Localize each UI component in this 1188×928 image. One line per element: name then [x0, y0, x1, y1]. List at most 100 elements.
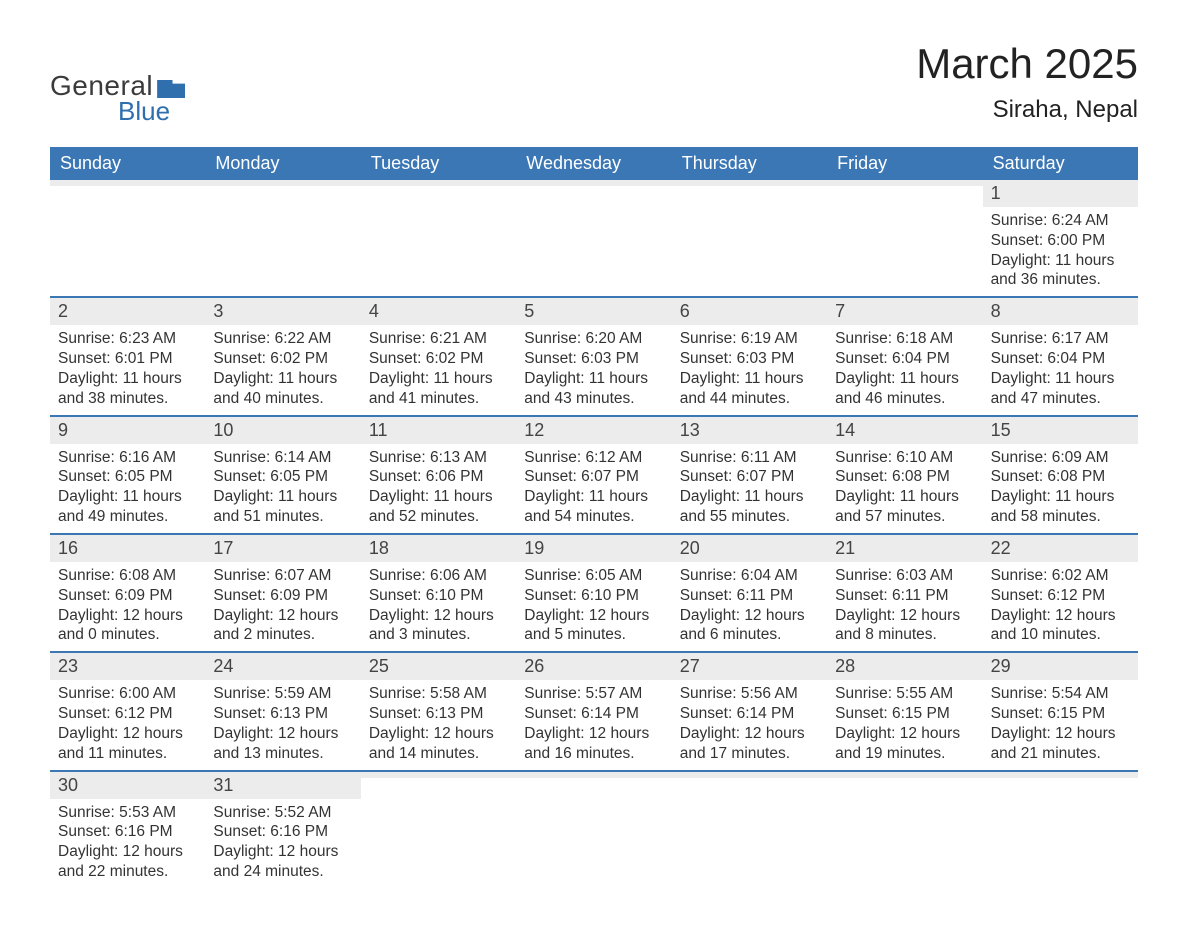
- sunrise-text: Sunrise: 6:13 AM: [369, 448, 508, 468]
- daylight-text: Daylight: 12 hours and 17 minutes.: [680, 724, 819, 764]
- daylight-text: Daylight: 12 hours and 6 minutes.: [680, 606, 819, 646]
- cell-body: [516, 186, 671, 266]
- day-number: 23: [50, 653, 205, 680]
- daylight-text: Daylight: 12 hours and 13 minutes.: [213, 724, 352, 764]
- day-number: 15: [983, 417, 1138, 444]
- sunrise-text: Sunrise: 6:05 AM: [524, 566, 663, 586]
- calendar-cell: 1Sunrise: 6:24 AMSunset: 6:00 PMDaylight…: [983, 180, 1138, 296]
- sunset-text: Sunset: 6:06 PM: [369, 467, 508, 487]
- daylight-text: Daylight: 11 hours and 55 minutes.: [680, 487, 819, 527]
- sunset-text: Sunset: 6:13 PM: [369, 704, 508, 724]
- daylight-text: Daylight: 11 hours and 43 minutes.: [524, 369, 663, 409]
- sunset-text: Sunset: 6:02 PM: [213, 349, 352, 369]
- cell-body: Sunrise: 6:18 AMSunset: 6:04 PMDaylight:…: [827, 325, 982, 414]
- cell-body: Sunrise: 6:19 AMSunset: 6:03 PMDaylight:…: [672, 325, 827, 414]
- calendar-cell: 25Sunrise: 5:58 AMSunset: 6:13 PMDayligh…: [361, 653, 516, 769]
- sunrise-text: Sunrise: 6:06 AM: [369, 566, 508, 586]
- daylight-text: Daylight: 12 hours and 21 minutes.: [991, 724, 1130, 764]
- daylight-text: Daylight: 11 hours and 36 minutes.: [991, 251, 1130, 291]
- day-number: 5: [516, 298, 671, 325]
- cell-body: Sunrise: 5:55 AMSunset: 6:15 PMDaylight:…: [827, 680, 982, 769]
- day-number: 6: [672, 298, 827, 325]
- calendar-cell: 18Sunrise: 6:06 AMSunset: 6:10 PMDayligh…: [361, 535, 516, 651]
- sunrise-text: Sunrise: 6:02 AM: [991, 566, 1130, 586]
- sunrise-text: Sunrise: 6:12 AM: [524, 448, 663, 468]
- cell-body: [672, 186, 827, 266]
- daylight-text: Daylight: 12 hours and 2 minutes.: [213, 606, 352, 646]
- calendar-cell: 16Sunrise: 6:08 AMSunset: 6:09 PMDayligh…: [50, 535, 205, 651]
- daylight-text: Daylight: 11 hours and 47 minutes.: [991, 369, 1130, 409]
- day-number: 27: [672, 653, 827, 680]
- calendar-cell: 26Sunrise: 5:57 AMSunset: 6:14 PMDayligh…: [516, 653, 671, 769]
- sunrise-text: Sunrise: 6:20 AM: [524, 329, 663, 349]
- day-number: 24: [205, 653, 360, 680]
- day-number: 12: [516, 417, 671, 444]
- calendar-cell: [827, 772, 982, 888]
- cell-body: Sunrise: 6:03 AMSunset: 6:11 PMDaylight:…: [827, 562, 982, 651]
- cell-body: Sunrise: 6:07 AMSunset: 6:09 PMDaylight:…: [205, 562, 360, 651]
- daylight-text: Daylight: 12 hours and 14 minutes.: [369, 724, 508, 764]
- sunset-text: Sunset: 6:16 PM: [58, 822, 197, 842]
- cell-body: Sunrise: 5:54 AMSunset: 6:15 PMDaylight:…: [983, 680, 1138, 769]
- day-number: 18: [361, 535, 516, 562]
- calendar-cell: 23Sunrise: 6:00 AMSunset: 6:12 PMDayligh…: [50, 653, 205, 769]
- calendar-cell: 5Sunrise: 6:20 AMSunset: 6:03 PMDaylight…: [516, 298, 671, 414]
- page-title: March 2025: [916, 40, 1138, 88]
- day-header-row: Sunday Monday Tuesday Wednesday Thursday…: [50, 147, 1138, 180]
- cell-body: Sunrise: 5:52 AMSunset: 6:16 PMDaylight:…: [205, 799, 360, 888]
- sunrise-text: Sunrise: 6:10 AM: [835, 448, 974, 468]
- sunset-text: Sunset: 6:11 PM: [835, 586, 974, 606]
- sunrise-text: Sunrise: 5:57 AM: [524, 684, 663, 704]
- cell-body: [205, 186, 360, 266]
- sunset-text: Sunset: 6:02 PM: [369, 349, 508, 369]
- sunset-text: Sunset: 6:08 PM: [991, 467, 1130, 487]
- sunset-text: Sunset: 6:00 PM: [991, 231, 1130, 251]
- cell-body: Sunrise: 6:22 AMSunset: 6:02 PMDaylight:…: [205, 325, 360, 414]
- calendar-cell: [361, 772, 516, 888]
- sunset-text: Sunset: 6:16 PM: [213, 822, 352, 842]
- sunset-text: Sunset: 6:09 PM: [213, 586, 352, 606]
- daylight-text: Daylight: 11 hours and 52 minutes.: [369, 487, 508, 527]
- sunset-text: Sunset: 6:03 PM: [680, 349, 819, 369]
- day-header-saturday: Saturday: [983, 147, 1138, 180]
- daylight-text: Daylight: 12 hours and 0 minutes.: [58, 606, 197, 646]
- calendar-cell: 7Sunrise: 6:18 AMSunset: 6:04 PMDaylight…: [827, 298, 982, 414]
- daylight-text: Daylight: 12 hours and 11 minutes.: [58, 724, 197, 764]
- calendar-cell: 2Sunrise: 6:23 AMSunset: 6:01 PMDaylight…: [50, 298, 205, 414]
- day-number: 31: [205, 772, 360, 799]
- day-number: 21: [827, 535, 982, 562]
- cell-body: [827, 778, 982, 858]
- daylight-text: Daylight: 12 hours and 10 minutes.: [991, 606, 1130, 646]
- cell-body: [361, 186, 516, 266]
- header: General Blue March 2025 Siraha, Nepal: [50, 40, 1138, 127]
- calendar-cell: [672, 180, 827, 296]
- daylight-text: Daylight: 12 hours and 16 minutes.: [524, 724, 663, 764]
- sunset-text: Sunset: 6:15 PM: [835, 704, 974, 724]
- cell-body: Sunrise: 6:10 AMSunset: 6:08 PMDaylight:…: [827, 444, 982, 533]
- calendar-cell: [50, 180, 205, 296]
- calendar-cell: 29Sunrise: 5:54 AMSunset: 6:15 PMDayligh…: [983, 653, 1138, 769]
- sunrise-text: Sunrise: 6:22 AM: [213, 329, 352, 349]
- cell-body: Sunrise: 5:56 AMSunset: 6:14 PMDaylight:…: [672, 680, 827, 769]
- cell-body: Sunrise: 6:00 AMSunset: 6:12 PMDaylight:…: [50, 680, 205, 769]
- calendar-cell: [516, 180, 671, 296]
- cell-body: Sunrise: 5:57 AMSunset: 6:14 PMDaylight:…: [516, 680, 671, 769]
- day-number: 13: [672, 417, 827, 444]
- daylight-text: Daylight: 12 hours and 19 minutes.: [835, 724, 974, 764]
- calendar-cell: 8Sunrise: 6:17 AMSunset: 6:04 PMDaylight…: [983, 298, 1138, 414]
- sunset-text: Sunset: 6:04 PM: [835, 349, 974, 369]
- daylight-text: Daylight: 12 hours and 8 minutes.: [835, 606, 974, 646]
- calendar-cell: 21Sunrise: 6:03 AMSunset: 6:11 PMDayligh…: [827, 535, 982, 651]
- cell-body: [983, 778, 1138, 858]
- day-number: 4: [361, 298, 516, 325]
- day-number: 9: [50, 417, 205, 444]
- cell-body: Sunrise: 6:21 AMSunset: 6:02 PMDaylight:…: [361, 325, 516, 414]
- daylight-text: Daylight: 11 hours and 58 minutes.: [991, 487, 1130, 527]
- calendar-cell: [361, 180, 516, 296]
- daylight-text: Daylight: 11 hours and 41 minutes.: [369, 369, 508, 409]
- sunrise-text: Sunrise: 6:07 AM: [213, 566, 352, 586]
- sunset-text: Sunset: 6:12 PM: [58, 704, 197, 724]
- cell-body: Sunrise: 6:12 AMSunset: 6:07 PMDaylight:…: [516, 444, 671, 533]
- day-number: 10: [205, 417, 360, 444]
- day-number: 2: [50, 298, 205, 325]
